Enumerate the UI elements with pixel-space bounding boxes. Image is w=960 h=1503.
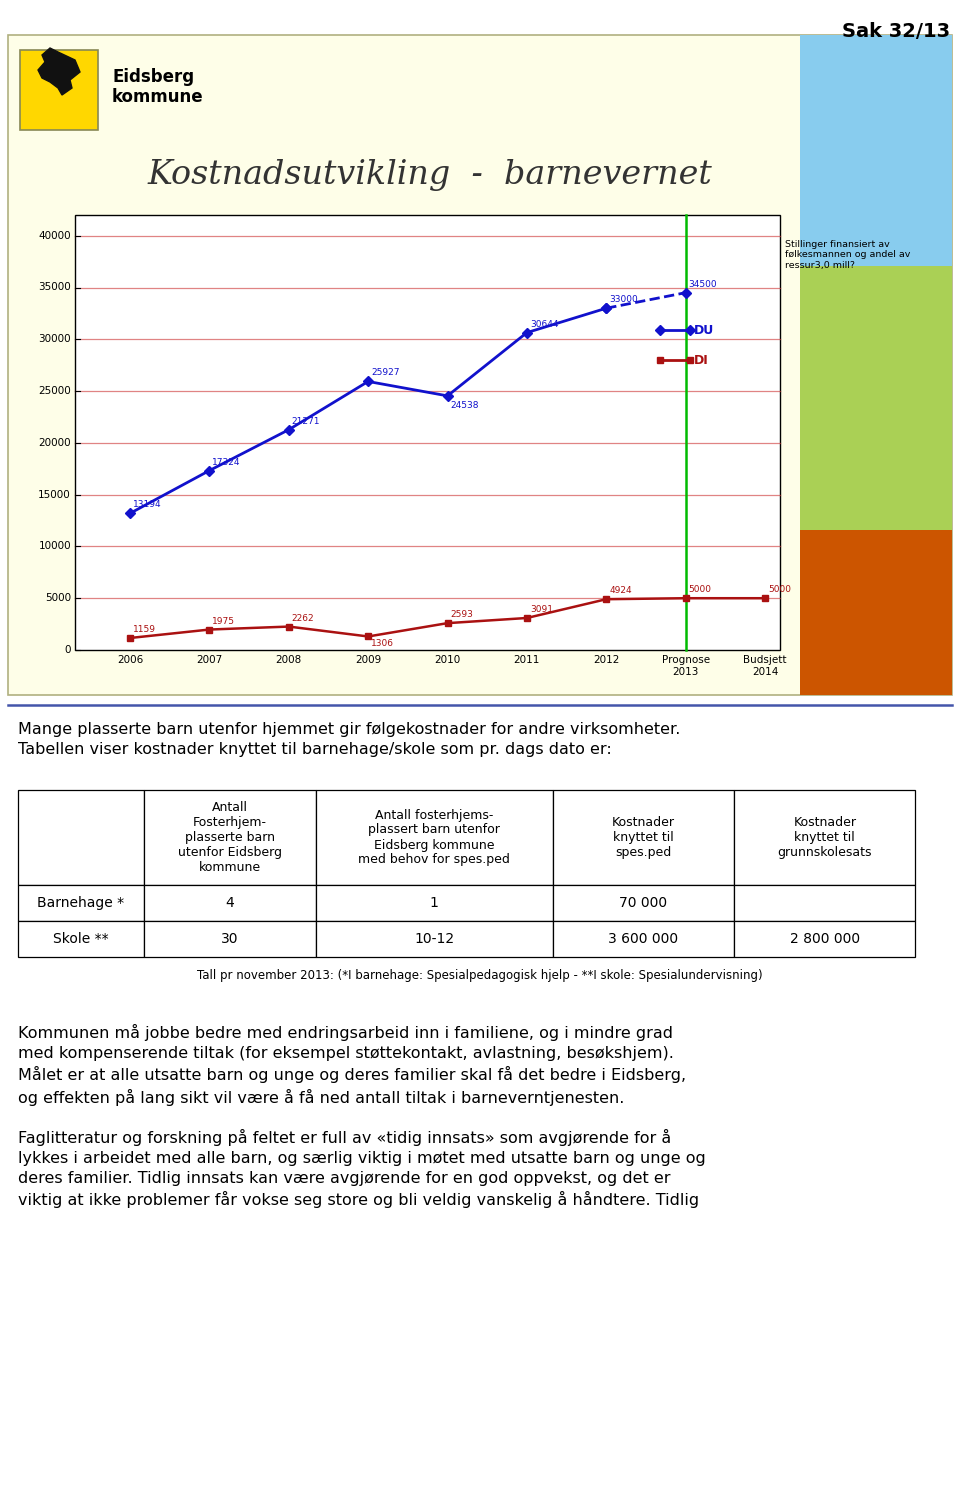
- Bar: [144, 791, 316, 885]
- Text: 2262: 2262: [292, 613, 314, 622]
- Bar: [553, 791, 734, 885]
- Text: 2007: 2007: [196, 655, 223, 664]
- Text: Stillinger finansiert av
følkesmannen og andel av
ressur3,0 mill?: Stillinger finansiert av følkesmannen og…: [785, 240, 910, 271]
- Text: Antall fosterhjems-
plassert barn utenfor
Eidsberg kommune
med behov for spes.pe: Antall fosterhjems- plassert barn utenfo…: [358, 809, 510, 867]
- Bar: [316, 885, 553, 921]
- Text: 2010: 2010: [434, 655, 461, 664]
- Bar: [553, 921, 734, 957]
- Text: 5000: 5000: [768, 585, 791, 594]
- Text: 2008: 2008: [276, 655, 301, 664]
- Text: Antall
Fosterhjem-
plasserte barn
utenfor Eidsberg
kommune: Antall Fosterhjem- plasserte barn utenfo…: [178, 801, 281, 875]
- Text: Eidsberg: Eidsberg: [112, 68, 194, 86]
- Bar: [553, 885, 734, 921]
- Bar: [800, 35, 952, 694]
- Text: 30: 30: [221, 932, 238, 945]
- Text: 70 000: 70 000: [619, 896, 667, 909]
- Text: Kostnader
knyttet til
grunnskolesats: Kostnader knyttet til grunnskolesats: [778, 816, 872, 860]
- Text: 3091: 3091: [530, 606, 553, 615]
- Bar: [144, 885, 316, 921]
- Text: 3 600 000: 3 600 000: [609, 932, 679, 945]
- Text: Kommunen må jobbe bedre med endringsarbeid inn i familiene, og i mindre grad
med: Kommunen må jobbe bedre med endringsarbe…: [18, 1024, 686, 1106]
- Bar: [75, 215, 780, 649]
- Text: Tall pr november 2013: (*I barnehage: Spesialpedagogisk hjelp - **I skole: Spesi: Tall pr november 2013: (*I barnehage: Sp…: [197, 969, 763, 981]
- Text: Mange plasserte barn utenfor hjemmet gir følgekostnader for andre virksomheter.
: Mange plasserte barn utenfor hjemmet gir…: [18, 721, 681, 758]
- Polygon shape: [38, 48, 80, 95]
- Text: 2012: 2012: [593, 655, 619, 664]
- Text: Barnehage *: Barnehage *: [37, 896, 125, 909]
- Text: 1306: 1306: [372, 639, 395, 648]
- Text: 10000: 10000: [38, 541, 71, 552]
- Text: Sak 32/13: Sak 32/13: [842, 23, 950, 41]
- Text: 4924: 4924: [610, 586, 632, 595]
- Text: 20000: 20000: [38, 437, 71, 448]
- Text: 35000: 35000: [38, 283, 71, 293]
- Bar: [20, 50, 98, 129]
- Text: 4: 4: [226, 896, 234, 909]
- Bar: [800, 531, 952, 694]
- Bar: [316, 921, 553, 957]
- Bar: [734, 921, 916, 957]
- Text: Skole **: Skole **: [53, 932, 108, 945]
- Bar: [800, 35, 952, 266]
- Text: 13194: 13194: [133, 500, 161, 510]
- Text: 5000: 5000: [688, 585, 711, 594]
- Text: 1975: 1975: [212, 616, 235, 625]
- Text: 34500: 34500: [688, 280, 717, 289]
- Text: 21271: 21271: [292, 416, 321, 425]
- Bar: [18, 885, 144, 921]
- Text: 25000: 25000: [38, 386, 71, 397]
- Bar: [18, 791, 144, 885]
- Text: 25927: 25927: [372, 368, 399, 377]
- Text: kommune: kommune: [112, 89, 204, 107]
- Bar: [316, 791, 553, 885]
- Text: 30000: 30000: [38, 334, 71, 344]
- Text: 17324: 17324: [212, 457, 241, 466]
- Bar: [800, 266, 952, 597]
- Text: 0: 0: [64, 645, 71, 655]
- Text: 15000: 15000: [38, 490, 71, 499]
- Text: DI: DI: [694, 353, 708, 367]
- Bar: [734, 885, 916, 921]
- Text: Prognose
2013: Prognose 2013: [661, 655, 709, 676]
- Text: Budsjett
2014: Budsjett 2014: [743, 655, 787, 676]
- Text: 30644: 30644: [530, 320, 559, 329]
- Text: 2009: 2009: [355, 655, 381, 664]
- Text: 24538: 24538: [450, 401, 479, 410]
- Text: Faglitteratur og forskning på feltet er full av «tidig innsats» som avgjørende f: Faglitteratur og forskning på feltet er …: [18, 1129, 706, 1208]
- Bar: [144, 921, 316, 957]
- Text: 40000: 40000: [38, 231, 71, 240]
- Text: 5000: 5000: [45, 594, 71, 603]
- Text: 2593: 2593: [450, 610, 473, 619]
- Text: 2 800 000: 2 800 000: [790, 932, 860, 945]
- Bar: [734, 791, 916, 885]
- Text: 1: 1: [430, 896, 439, 909]
- Text: 33000: 33000: [610, 295, 638, 304]
- Text: DU: DU: [694, 323, 714, 337]
- Text: Kostnader
knyttet til
spes.ped: Kostnader knyttet til spes.ped: [612, 816, 675, 860]
- Text: 2011: 2011: [514, 655, 540, 664]
- Text: 10-12: 10-12: [414, 932, 454, 945]
- Text: 2006: 2006: [117, 655, 143, 664]
- Bar: [18, 921, 144, 957]
- Text: 1159: 1159: [133, 625, 156, 634]
- Text: Kostnadsutvikling  -  barnevernet: Kostnadsutvikling - barnevernet: [148, 159, 712, 191]
- Bar: [8, 35, 952, 694]
